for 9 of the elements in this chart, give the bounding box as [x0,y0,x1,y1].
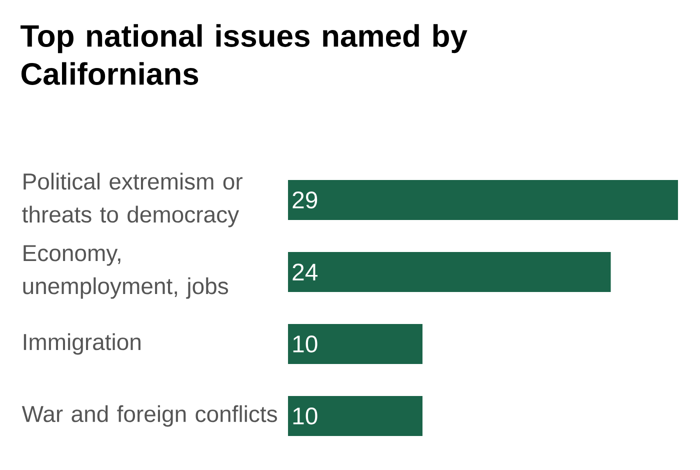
data-label: 10 [293,408,318,424]
y-tick-label: Economy, unemployment, jobs [23,245,228,299]
chart-title: Top national issues named by Californians [20,24,468,85]
y-tick-label: Political extremism or threats to democracy [22,172,242,228]
data-label: 29 [292,192,318,208]
data-label: 10 [293,336,318,352]
y-tick-label: War and foreign conflicts [22,405,277,427]
y-tick-label: Immigration [24,333,140,355]
data-label: 24 [292,264,318,280]
